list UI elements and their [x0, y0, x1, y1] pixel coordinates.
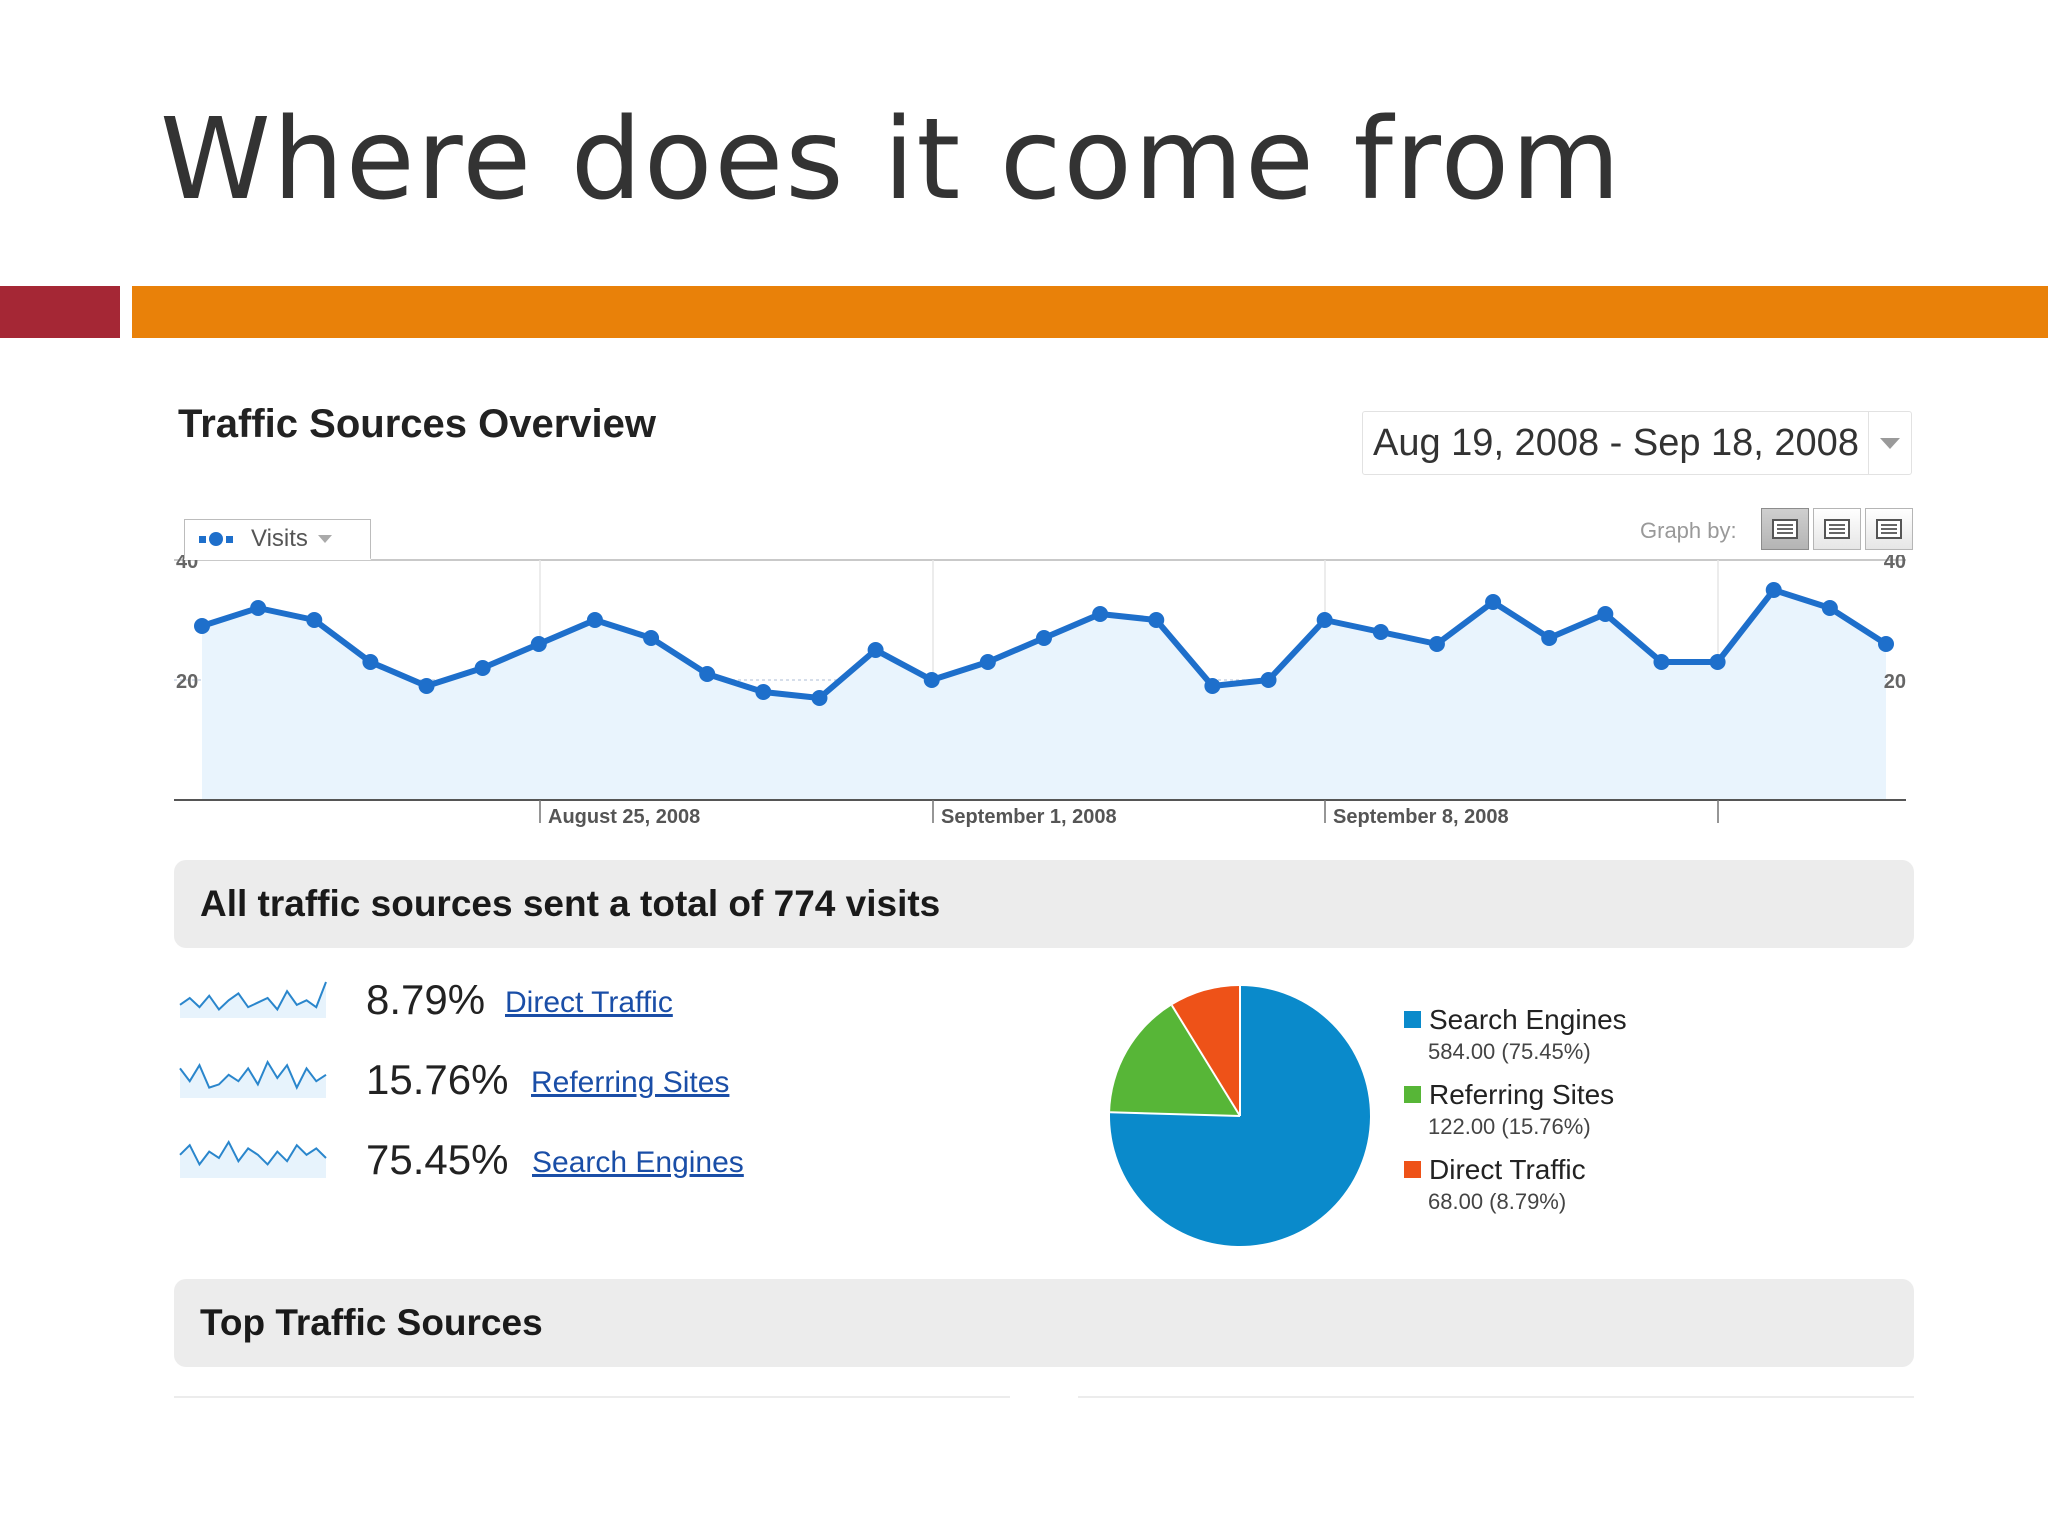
data-point [1653, 654, 1670, 670]
x-tick-label: September 8, 2008 [1333, 806, 1509, 828]
sparkline-line [179, 1139, 327, 1167]
legend-value: 68.00 (8.79%) [1428, 1189, 1567, 1214]
summary-title: All traffic sources sent a total of 774 … [200, 883, 941, 924]
panel-title: Traffic Sources Overview [178, 402, 657, 446]
graph-by-button-0[interactable] [1761, 508, 1809, 550]
data-point [1821, 600, 1838, 616]
data-point [867, 642, 884, 658]
data-point [699, 666, 716, 682]
data-point [418, 678, 435, 694]
date-range-value: Aug 19, 2008 - Sep 18, 2008 [1373, 421, 1859, 464]
y-tick-label-right: 40 [1884, 555, 1906, 573]
legend-label: Direct Traffic [1429, 1154, 1586, 1185]
data-point [1709, 654, 1726, 670]
legend-label: Referring Sites [1429, 1079, 1615, 1110]
referring-sites-link[interactable]: Referring Sites [531, 1066, 730, 1099]
data-point [530, 636, 547, 652]
data-point [1316, 612, 1333, 628]
search-engines-link[interactable]: Search Engines [532, 1146, 744, 1179]
sparkline-fill [180, 1142, 326, 1178]
visits-area-fill [202, 590, 1886, 800]
sparkline-direct-traffic [179, 981, 327, 1018]
source-percent: 75.45% [366, 1136, 509, 1183]
x-tick-label: September 1, 2008 [941, 806, 1117, 828]
week-view-icon [1824, 519, 1850, 539]
divider [1078, 1396, 1914, 1398]
sparkline-search-engines [179, 1139, 327, 1178]
data-point [250, 600, 267, 616]
pie-slice-separator [1110, 1111, 1241, 1117]
data-point [1485, 594, 1502, 610]
data-point [362, 654, 379, 670]
data-point [643, 630, 660, 646]
legend-value: 122.00 (15.76%) [1428, 1114, 1591, 1139]
chevron-down-icon [317, 535, 332, 543]
sparkline-line [179, 981, 327, 1012]
direct-traffic-link[interactable]: Direct Traffic [505, 986, 673, 1019]
chevron-down-icon [1880, 437, 1900, 449]
divider [174, 1396, 1010, 1398]
data-point [1260, 672, 1277, 688]
data-point [1036, 630, 1052, 646]
sparkline-fill [180, 982, 326, 1018]
accent-bar-orange [132, 286, 2048, 338]
source-percent: 15.76% [366, 1056, 509, 1103]
data-point [194, 618, 210, 634]
legend-label: Search Engines [1429, 1004, 1627, 1035]
data-point [979, 654, 996, 670]
data-point [811, 690, 828, 706]
data-point [1204, 678, 1221, 694]
graph-by-button-1[interactable] [1813, 508, 1861, 550]
data-point [923, 672, 940, 688]
sparkline-line [179, 1059, 327, 1090]
data-point [474, 660, 491, 676]
data-point [306, 612, 323, 628]
pie-slice-direct-traffic [1171, 986, 1240, 1116]
month-view-icon [1876, 519, 1902, 539]
graph-by-button-2[interactable] [1865, 508, 1913, 550]
data-point [1372, 624, 1389, 640]
top-sources-bar: Top Traffic Sources [174, 1279, 1914, 1367]
x-tick-label: August 25, 2008 [548, 806, 700, 828]
data-point [1541, 630, 1558, 646]
summary-bar: All traffic sources sent a total of 774 … [174, 860, 1914, 948]
legend-value: 584.00 (75.45%) [1428, 1039, 1591, 1064]
accent-bar-red [0, 286, 120, 338]
metric-selector[interactable]: Visits [184, 519, 371, 560]
slide-title: Where does it come from [160, 95, 1623, 225]
data-point [755, 684, 772, 700]
date-range-dropdown-button[interactable] [1868, 412, 1911, 474]
data-point [1092, 606, 1109, 622]
metric-selector-label: Visits [251, 525, 308, 552]
y-tick-label-right: 20 [1884, 671, 1906, 693]
pie-slice-referring-sites [1110, 1005, 1240, 1116]
data-point [1148, 612, 1165, 628]
traffic-pie-chart [1110, 986, 1370, 1246]
source-percent: 8.79% [366, 976, 486, 1023]
data-point [1428, 636, 1445, 652]
legend-swatch [1404, 1086, 1421, 1103]
pie-slice-separator [1170, 1004, 1241, 1117]
legend-swatch [1404, 1011, 1421, 1028]
legend-swatch [1404, 1161, 1421, 1178]
sparkline-fill [180, 1062, 326, 1098]
date-range-picker[interactable]: Aug 19, 2008 - Sep 18, 2008 [1362, 411, 1912, 475]
top-sources-title: Top Traffic Sources [200, 1302, 543, 1343]
data-point [1878, 636, 1894, 652]
y-tick-label-left: 20 [176, 671, 198, 693]
data-point [586, 612, 603, 628]
day-view-icon [1772, 519, 1798, 539]
graph-by-label: Graph by: [1640, 518, 1737, 543]
line-legend-icon [199, 532, 245, 546]
data-point [1765, 582, 1782, 598]
sparkline-referring-sites [179, 1059, 327, 1098]
data-point [1597, 606, 1614, 622]
